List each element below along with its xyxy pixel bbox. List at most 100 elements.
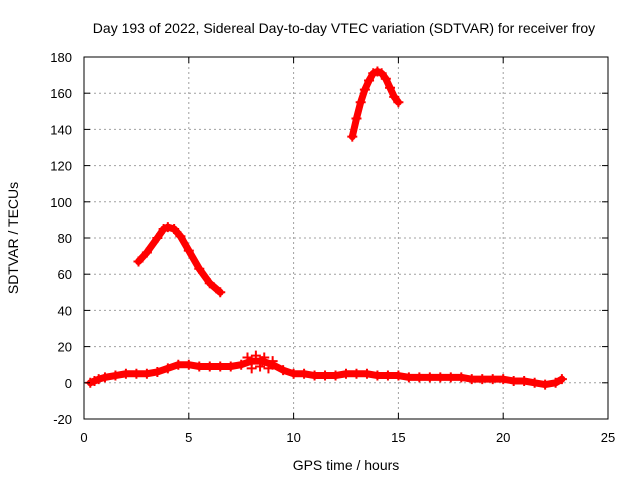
y-tick-label: 60: [58, 267, 72, 282]
data-point: [299, 368, 310, 379]
data-point: [267, 356, 278, 367]
data-point: [288, 368, 299, 379]
data-point: [246, 363, 257, 374]
data-point: [393, 97, 404, 108]
data-point: [376, 68, 387, 79]
data-series: [85, 66, 567, 390]
series-arc-2: [347, 66, 404, 142]
axis-ticks: [83, 56, 609, 420]
data-point: [278, 365, 289, 376]
data-point: [162, 222, 173, 233]
data-point: [263, 363, 274, 374]
data-point: [508, 375, 519, 386]
data-point: [194, 361, 205, 372]
data-point: [255, 361, 266, 372]
data-point: [351, 113, 362, 124]
x-axis-label: GPS time / hours: [293, 457, 400, 473]
y-tick-label: 120: [50, 159, 72, 174]
data-point: [183, 359, 194, 370]
x-tick-label: 5: [185, 430, 192, 445]
data-point: [540, 379, 551, 390]
data-point: [487, 374, 498, 385]
data-point: [152, 233, 163, 243]
data-point: [215, 287, 226, 298]
data-point: [133, 256, 144, 267]
data-point: [556, 374, 567, 385]
data-point: [110, 370, 121, 381]
y-tick-label: 160: [50, 86, 72, 101]
data-point: [141, 368, 152, 379]
data-point: [380, 73, 391, 84]
data-point: [372, 370, 383, 381]
data-point: [393, 370, 404, 381]
data-point: [330, 370, 341, 381]
data-point: [259, 352, 270, 363]
data-point: [236, 359, 247, 370]
y-tick-label: 80: [58, 231, 72, 246]
data-point: [194, 263, 205, 274]
series-baseline: [85, 356, 567, 390]
y-tick-label: 20: [58, 340, 72, 355]
data-point: [445, 372, 456, 383]
data-point: [403, 372, 414, 383]
data-point: [477, 374, 488, 385]
data-point: [389, 91, 400, 102]
data-point: [466, 374, 477, 385]
data-point: [355, 97, 366, 108]
data-point: [359, 84, 370, 95]
x-tick-label: 20: [496, 430, 510, 445]
y-tick-label: 0: [65, 376, 72, 391]
series-scatter-cluster: [242, 350, 278, 374]
data-point: [204, 278, 215, 289]
data-point: [242, 352, 253, 363]
data-point: [341, 368, 351, 379]
data-point: [385, 82, 396, 93]
data-point: [456, 372, 467, 383]
data-point: [435, 372, 446, 383]
data-point: [93, 374, 104, 385]
data-point: [519, 375, 530, 386]
data-point: [204, 361, 215, 372]
y-tick-label: 180: [50, 50, 72, 65]
y-tick-label: 40: [58, 303, 72, 318]
data-point: [120, 368, 131, 379]
data-point: [131, 368, 142, 379]
data-point: [550, 377, 561, 388]
data-point: [361, 368, 372, 379]
data-point: [250, 350, 261, 361]
grid: [84, 57, 608, 419]
y-axis-label: SDTVAR / TECUs: [5, 182, 21, 294]
data-point: [141, 247, 152, 258]
data-point: [309, 370, 320, 381]
data-point: [529, 377, 540, 388]
data-point: [414, 372, 425, 383]
x-tick-label: 0: [80, 430, 87, 445]
data-point: [382, 370, 393, 381]
y-tick-label: 100: [50, 195, 72, 210]
data-point: [347, 131, 358, 142]
data-point: [351, 368, 362, 379]
data-point: [99, 372, 110, 383]
series-arc-1: [133, 222, 226, 298]
data-point: [162, 363, 173, 374]
data-point: [364, 75, 375, 86]
data-point: [175, 231, 186, 242]
data-point: [498, 374, 509, 385]
tick-labels: 0 5 10 15 20 25 -20 0 20 40 60 80 100 120 140 160 180: [50, 50, 615, 445]
y-tick-label: -20: [53, 412, 72, 427]
data-point: [183, 245, 194, 256]
data-point: [225, 361, 236, 372]
data-point: [173, 359, 184, 370]
data-point: [320, 370, 331, 381]
y-tick-label: 140: [50, 122, 72, 137]
data-point: [424, 372, 435, 383]
chart-title: Day 193 of 2022, Sidereal Day-to-day VTE…: [93, 20, 595, 36]
data-point: [215, 361, 226, 372]
x-tick-label: 15: [391, 430, 405, 445]
data-point: [169, 223, 180, 234]
x-tick-label: 10: [286, 430, 300, 445]
x-tick-label: 25: [601, 430, 615, 445]
data-point: [152, 366, 163, 377]
series-line: [348, 67, 402, 141]
